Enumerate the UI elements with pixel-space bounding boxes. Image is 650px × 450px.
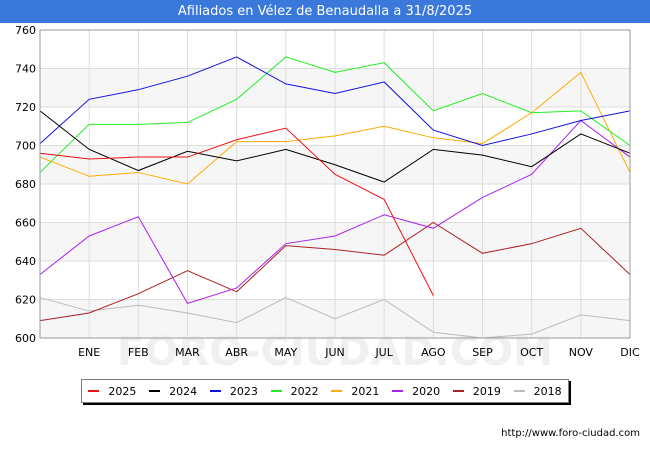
watermark-text: FORO-CIUDAD.COM — [117, 329, 553, 375]
legend-label: 2023 — [229, 384, 258, 398]
series-line-2018 — [39, 297, 631, 339]
legend: 2025 2024 2023 2022 2021 2020 2019 2018 — [81, 379, 569, 403]
series-line-2019 — [39, 221, 631, 322]
legend-swatch — [331, 390, 343, 392]
y-tick-label: 680 — [15, 178, 36, 191]
series-line-2022 — [39, 56, 631, 173]
legend-item-2025: 2025 — [88, 385, 136, 398]
legend-swatch — [392, 390, 404, 392]
x-tick-label: JUN — [324, 346, 345, 359]
chart-title: Afiliados en Vélez de Benaudalla a 31/8/… — [177, 4, 473, 19]
legend-swatch — [270, 390, 282, 392]
legend-swatch — [88, 390, 100, 392]
legend-item-2022: 2022 — [270, 384, 319, 398]
series-line-2020 — [39, 119, 631, 304]
series-line-2023 — [39, 56, 631, 147]
series-line-2025 — [39, 127, 434, 296]
legend-item-2020: 2020 — [392, 385, 440, 398]
legend-label: 2025 — [108, 384, 137, 398]
legend-label: 2024 — [169, 384, 198, 398]
footer-url: http://www.foro-ciudad.com — [501, 428, 640, 439]
legend-swatch — [149, 390, 161, 392]
legend-label: 2022 — [290, 384, 319, 398]
y-tick-label: 660 — [15, 217, 36, 230]
x-tick-label: ABR — [225, 346, 248, 359]
y-tick-label: 700 — [15, 140, 36, 153]
series-line-2024 — [39, 110, 631, 183]
y-tick-label: 600 — [15, 332, 36, 345]
x-tick-label: FEB — [128, 346, 149, 359]
legend-label: 2020 — [412, 384, 441, 398]
legend-swatch — [452, 390, 464, 392]
y-tick-label: 640 — [15, 255, 36, 268]
legend-label: 2019 — [472, 384, 501, 398]
legend-item-2018: 2018 — [513, 384, 562, 398]
x-tick-label: OCT — [520, 346, 543, 359]
legend-item-2023: 2023 — [209, 384, 258, 398]
legend-item-2019: 2019 — [452, 384, 501, 398]
x-tick-label: NOV — [569, 346, 594, 359]
x-tick-label: SEP — [472, 346, 493, 359]
legend-swatch — [513, 390, 525, 392]
x-tick-label: DIC — [620, 346, 640, 359]
chart-title-bar: Afiliados en Vélez de Benaudalla a 31/8/… — [0, 0, 650, 23]
x-tick-label: ENE — [78, 346, 100, 359]
x-tick-label: MAY — [274, 346, 297, 359]
legend-swatch — [209, 390, 221, 392]
x-tick-label: MAR — [175, 346, 200, 359]
y-tick-label: 760 — [15, 24, 36, 37]
x-tick-label: JUL — [374, 346, 393, 359]
plot-border — [39, 29, 631, 339]
y-tick-label: 740 — [15, 63, 36, 76]
x-tick-label: AGO — [421, 346, 446, 359]
legend-item-2021: 2021 — [331, 385, 379, 398]
legend-item-2024: 2024 — [149, 385, 197, 398]
legend-label: 2021 — [351, 384, 380, 398]
y-tick-label: 620 — [15, 294, 36, 307]
legend-label: 2018 — [533, 384, 562, 398]
y-tick-label: 720 — [15, 101, 36, 114]
